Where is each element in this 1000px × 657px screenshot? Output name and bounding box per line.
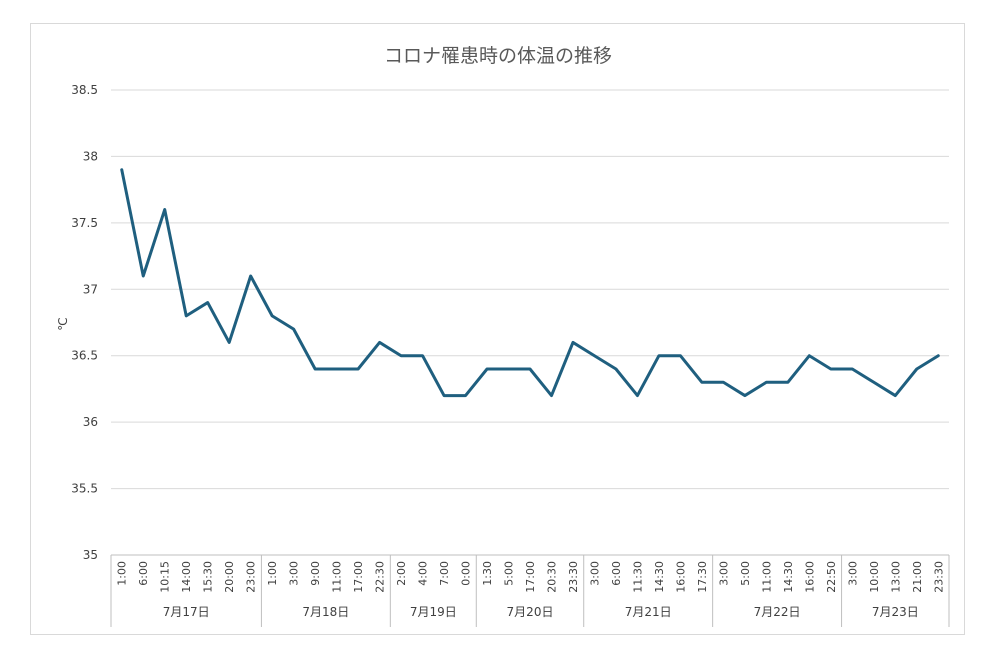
y-tick-label: 38 [83, 149, 98, 163]
y-tick-label: 36.5 [71, 349, 98, 363]
x-tick-label: 1:00 [266, 561, 279, 586]
x-tick-label: 2:00 [395, 561, 408, 586]
x-tick-label: 22:30 [374, 561, 387, 593]
x-tick-label: 6:00 [137, 561, 150, 586]
x-group-label: 7月17日 [163, 605, 210, 619]
x-tick-label: 11:00 [331, 561, 344, 593]
x-tick-label: 11:00 [760, 561, 773, 593]
x-tick-label: 3:00 [288, 561, 301, 586]
x-tick-label: 16:00 [803, 561, 816, 593]
x-tick-label: 23:30 [567, 561, 580, 593]
x-group-label: 7月23日 [872, 605, 919, 619]
x-tick-label: 10:00 [868, 561, 881, 593]
gridlines [111, 89, 949, 490]
x-group-label: 7月18日 [302, 605, 349, 619]
x-tick-label: 1:30 [481, 561, 494, 586]
y-tick-label: 36 [83, 415, 98, 429]
x-group-label: 7月22日 [754, 605, 801, 619]
x-tick-label: 5:00 [739, 561, 752, 586]
y-tick-label: 37.5 [71, 216, 98, 230]
y-axis-title: ℃ [56, 317, 70, 330]
x-tick-label: 20:30 [545, 561, 558, 593]
x-tick-label: 10:15 [159, 561, 172, 593]
series-line [120, 168, 940, 398]
x-group-label: 7月19日 [410, 605, 457, 619]
y-tick-label: 37 [83, 282, 98, 296]
x-tick-label: 23:00 [245, 561, 258, 593]
x-tick-label: 14:30 [782, 561, 795, 593]
series-temperature [120, 168, 940, 398]
x-tick-label: 3:00 [846, 561, 859, 586]
x-tick-label: 17:30 [696, 561, 709, 593]
x-tick-label: 3:00 [717, 561, 730, 586]
x-tick-label: 11:30 [631, 561, 644, 593]
x-tick-label: 22:50 [825, 561, 838, 593]
x-tick-label: 14:30 [653, 561, 666, 593]
x-tick-label: 21:00 [911, 561, 924, 593]
y-tick-label: 35.5 [71, 482, 98, 496]
x-tick-label: 0:00 [460, 561, 473, 586]
x-tick-label: 6:00 [610, 561, 623, 586]
x-tick-label: 5:00 [503, 561, 516, 586]
x-group-label: 7月20日 [507, 605, 554, 619]
chart-title: コロナ罹患時の体温の推移 [384, 45, 612, 67]
x-tick-label: 1:00 [116, 561, 129, 586]
x-tick-label: 13:00 [889, 561, 902, 593]
x-tick-label: 4:00 [417, 561, 430, 586]
x-tick-label: 17:00 [352, 561, 365, 593]
x-tick-label: 15:30 [202, 561, 215, 593]
x-tick-label: 17:00 [524, 561, 537, 593]
y-axis-ticks: 35 35.5 36 36.5 37 37.5 38 38.5 [71, 83, 98, 562]
x-group-label: 7月21日 [625, 605, 672, 619]
x-tick-label: 7:00 [438, 561, 451, 586]
y-tick-label: 35 [83, 548, 98, 562]
x-tick-label: 3:00 [588, 561, 601, 586]
x-tick-label: 23:30 [932, 561, 945, 593]
x-tick-label: 20:00 [223, 561, 236, 593]
x-axis: 1:00 6:00 10:15 14:00 15:30 20:00 23:00 7月17日 1:… [110, 554, 950, 627]
x-tick-label: 16:00 [674, 561, 687, 593]
chart-frame: コロナ罹患時の体温の推移 35 35.5 36 36.5 37 37.5 38 38.5 ℃ … [30, 23, 965, 635]
y-tick-label: 38.5 [71, 83, 98, 97]
x-tick-label: 9:00 [309, 561, 322, 586]
x-tick-label: 14:00 [180, 561, 193, 593]
